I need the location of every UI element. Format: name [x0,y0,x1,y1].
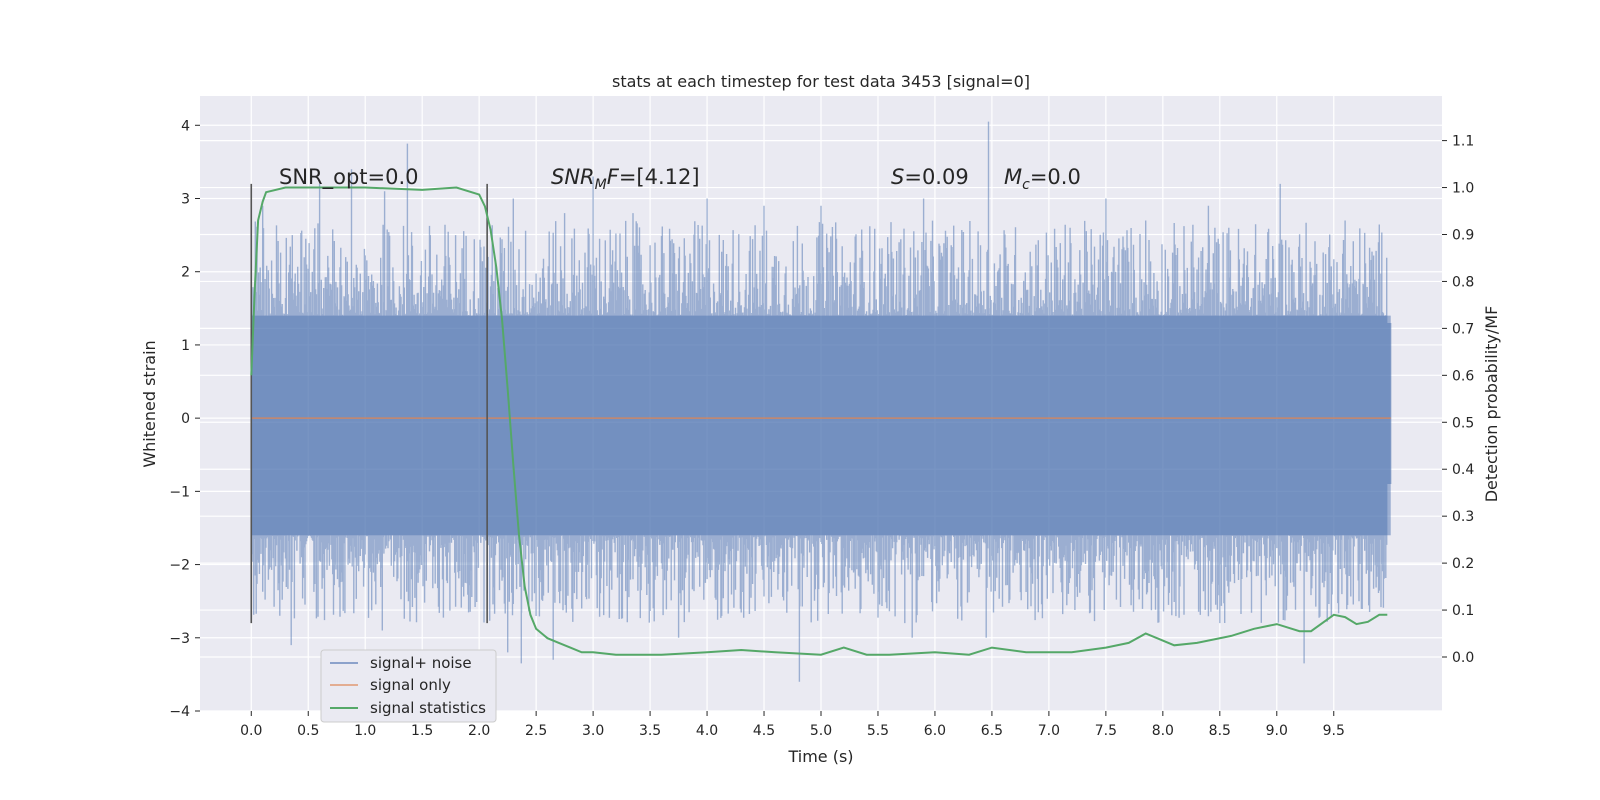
y2-tick-label: 0.9 [1452,227,1474,243]
y2-axis-label: Detection probability/MF [1482,306,1501,503]
legend-box [320,649,497,723]
x-tick-label: 3.0 [582,723,604,739]
legend-label-signal: signal only [370,676,451,694]
series-signal-noise [250,121,1392,682]
y2-tick-label: 0.3 [1452,509,1474,525]
x-axis-label: Time (s) [787,747,853,766]
x-tick-label: 4.0 [696,723,718,739]
y2-tick-label: 0.7 [1452,321,1474,337]
legend-label-noise: signal+ noise [370,654,472,672]
y2-axis-ticks: 0.0 0.1 0.2 0.3 0.4 0.5 0.6 0.7 0.8 0.9 1.0 1.1 [1442,134,1474,666]
y2-tick-label: 0.4 [1452,462,1474,478]
x-tick-label: 5.0 [810,723,832,739]
y2-tick-label: 0.5 [1452,415,1474,431]
x-tick-label: 8.5 [1209,723,1231,739]
x-tick-label: 7.0 [1038,723,1060,739]
x-tick-label: 6.0 [924,723,946,739]
x-tick-label: 6.5 [981,723,1003,739]
x-tick-label: 2.0 [468,723,490,739]
vertical-markers [250,183,488,624]
y2-tick-label: 1.0 [1452,181,1474,197]
x-tick-label: 8.0 [1152,723,1174,739]
x-tick-label: 4.5 [753,723,775,739]
x-tick-label: 0.5 [297,723,319,739]
y2-tick-label: 0.6 [1452,368,1474,384]
x-tick-label: 9.5 [1323,723,1345,739]
y-tick-label: 1 [181,338,190,354]
annotation-snr-opt: SNR_opt=0.0 [279,165,419,190]
y-tick-label: 2 [181,265,190,281]
y2-tick-label: 0.1 [1452,603,1474,619]
x-tick-label: 5.5 [867,723,889,739]
annotation-s: S=0.09 [891,165,969,189]
y-tick-label: 3 [181,192,190,208]
x-tick-label: 1.0 [354,723,376,739]
y2-tick-label: 0.0 [1452,650,1474,666]
x-tick-label: 0.0 [240,723,262,739]
y2-tick-label: 0.2 [1452,556,1474,572]
x-axis-ticks: 0.0 0.5 1.0 1.5 2.0 2.5 3.0 3.5 4.0 4.5 5.0 5.5 6.0 6… [240,711,1345,739]
y-tick-label: −2 [169,558,190,574]
y2-tick-label: 1.1 [1452,134,1474,150]
x-tick-label: 3.5 [639,723,661,739]
annotation-snr-mf: SNRMF=[4.12] [551,165,700,193]
y-axis-label: Whitened strain [140,340,159,467]
y2-tick-label: 0.8 [1452,274,1474,290]
y-tick-label: −4 [169,704,190,720]
x-tick-label: 7.5 [1095,723,1117,739]
x-tick-label: 2.5 [525,723,547,739]
y-tick-label: −1 [169,484,190,500]
y-tick-label: 0 [181,411,190,427]
legend: signal+ noise signal only signal statist… [320,649,497,723]
chart-title: stats at each timestep for test data 345… [612,72,1030,91]
annotation-mc: Mc=0.0 [1004,165,1081,193]
y-tick-label: 4 [181,118,190,134]
series-signal-statistics [250,186,1388,656]
legend-label-stats: signal statistics [370,699,486,717]
y-tick-label: −3 [169,631,190,647]
x-tick-label: 9.0 [1266,723,1288,739]
y-axis-ticks: −4 −3 −2 −1 0 1 2 3 4 [169,118,200,720]
x-tick-label: 1.5 [411,723,433,739]
